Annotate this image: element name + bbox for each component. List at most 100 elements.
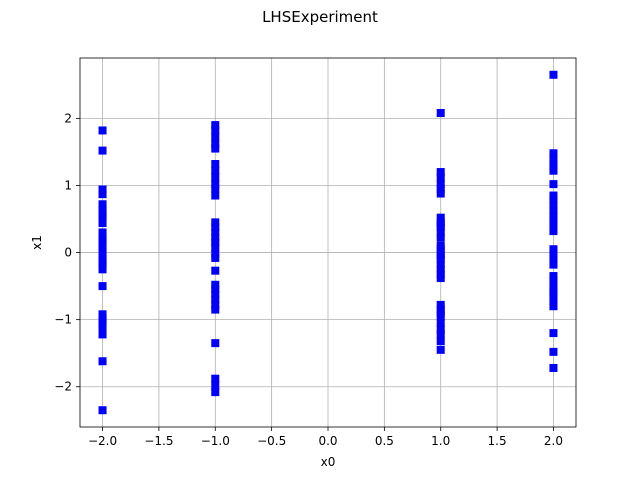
data-points	[98, 70, 558, 415]
data-point	[98, 330, 107, 339]
y-axis: −2 −1 0 1 2	[54, 111, 80, 394]
data-point	[549, 162, 558, 171]
data-point	[211, 374, 220, 383]
y-tick-label: −2	[54, 380, 72, 394]
data-point	[436, 213, 445, 222]
data-point	[549, 255, 558, 264]
y-tick-label: 2	[64, 111, 72, 125]
data-point	[211, 249, 220, 258]
data-point	[98, 185, 107, 194]
data-point	[549, 245, 558, 254]
data-point	[549, 272, 558, 281]
data-point	[98, 251, 107, 260]
x-tick-label: 1.5	[488, 434, 507, 448]
data-point	[98, 282, 107, 291]
data-point	[211, 191, 220, 200]
data-point	[436, 330, 445, 339]
data-point	[211, 233, 220, 242]
data-point	[98, 210, 107, 219]
data-point	[436, 220, 445, 229]
data-point	[549, 201, 558, 210]
y-tick-label: 1	[64, 178, 72, 192]
data-point	[549, 363, 558, 372]
data-point	[549, 180, 558, 189]
data-point	[211, 339, 220, 348]
data-point	[98, 315, 107, 324]
data-point	[211, 126, 220, 135]
data-point	[549, 288, 558, 297]
grid	[80, 58, 576, 427]
data-point	[211, 280, 220, 289]
data-point	[98, 247, 107, 256]
data-point	[98, 205, 107, 214]
data-point	[211, 388, 220, 397]
data-point	[211, 300, 220, 309]
data-point	[549, 260, 558, 269]
x-tick-label: −0.5	[257, 434, 286, 448]
data-point	[549, 216, 558, 225]
data-point	[98, 126, 107, 135]
data-point	[98, 258, 107, 267]
data-point	[549, 206, 558, 215]
data-point	[211, 133, 220, 142]
data-point	[549, 191, 558, 200]
data-point	[549, 329, 558, 338]
data-point	[211, 238, 220, 247]
data-point	[211, 253, 220, 262]
data-point	[211, 144, 220, 153]
data-point	[549, 196, 558, 205]
data-point	[211, 180, 220, 189]
data-point	[549, 282, 558, 291]
data-point	[98, 228, 107, 237]
data-point	[436, 168, 445, 177]
data-point	[436, 260, 445, 269]
data-point	[549, 154, 558, 163]
data-point	[98, 200, 107, 209]
x-tick-label: −1.5	[144, 434, 173, 448]
data-point	[436, 251, 445, 260]
data-point	[549, 296, 558, 305]
data-point	[211, 139, 220, 148]
data-point	[436, 308, 445, 317]
data-point	[98, 357, 107, 366]
data-point	[98, 323, 107, 332]
data-point	[436, 109, 445, 118]
chart-title: LHSExperiment	[262, 8, 378, 26]
data-point	[98, 265, 107, 274]
data-point	[98, 219, 107, 228]
data-point	[549, 347, 558, 356]
x-tick-label: 0.5	[375, 434, 394, 448]
data-point	[211, 266, 220, 275]
data-point	[211, 160, 220, 169]
data-point	[211, 173, 220, 182]
data-point	[211, 223, 220, 232]
data-point	[549, 302, 558, 311]
data-point	[436, 173, 445, 182]
data-point	[98, 235, 107, 244]
x-tick-label: −2.0	[88, 434, 117, 448]
data-point	[436, 180, 445, 189]
data-point	[211, 305, 220, 314]
data-point	[549, 211, 558, 220]
data-point	[549, 221, 558, 230]
x-tick-label: 0.0	[318, 434, 337, 448]
data-point	[436, 337, 445, 346]
data-point	[98, 406, 107, 415]
data-point	[211, 218, 220, 227]
x-tick-label: 1.0	[431, 434, 450, 448]
data-point	[436, 233, 445, 242]
x-axis-label: x0	[321, 455, 336, 469]
data-point	[211, 285, 220, 294]
data-point	[436, 274, 445, 283]
data-point	[436, 319, 445, 328]
data-point	[98, 243, 107, 252]
data-point	[436, 241, 445, 250]
data-point	[98, 310, 107, 319]
data-point	[549, 149, 558, 158]
data-point	[436, 184, 445, 193]
data-point	[211, 290, 220, 299]
y-tick-label: −1	[54, 313, 72, 327]
data-point	[549, 227, 558, 236]
data-point	[549, 70, 558, 79]
data-point	[211, 295, 220, 304]
